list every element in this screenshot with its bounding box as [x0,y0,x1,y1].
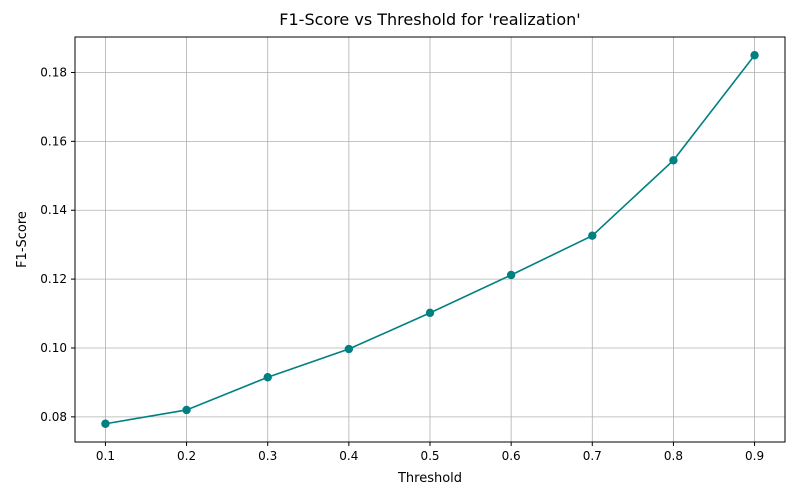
data-point [344,344,354,354]
x-tick-label: 0.9 [745,449,764,463]
data-point [425,308,435,318]
data-point [101,419,110,428]
x-axis-label: Threshold [397,471,462,486]
y-tick-label: 0.08 [40,410,67,424]
y-tick-label: 0.12 [40,272,67,286]
x-tick-label: 0.1 [96,449,115,463]
x-tick-label: 0.6 [502,449,521,463]
x-tick-label: 0.2 [177,449,196,463]
y-axis-ticks: 0.08 0.10 0.12 0.14 0.16 0.18 [40,65,75,424]
grid-layer [75,37,785,442]
x-tick-label: 0.3 [258,449,277,463]
data-point [750,51,759,60]
series-layer [101,51,759,428]
data-point [263,373,272,382]
data-point [506,270,516,280]
x-tick-label: 0.4 [339,449,358,463]
x-tick-label: 0.8 [664,449,683,463]
data-point [669,156,678,165]
y-tick-label: 0.16 [40,134,67,148]
y-axis-label: F1-Score [15,211,30,268]
chart-title: F1-Score vs Threshold for 'realization' [279,10,580,29]
y-tick-label: 0.18 [40,65,67,79]
data-point [588,231,597,240]
data-point [182,405,191,415]
x-tick-label: 0.7 [583,449,602,463]
y-tick-label: 0.14 [40,203,67,217]
x-tick-label: 0.5 [420,449,439,463]
x-axis-ticks: 0.1 0.2 0.3 0.4 0.5 0.6 0.7 0.8 0.9 [96,442,764,463]
y-tick-label: 0.10 [40,341,67,355]
